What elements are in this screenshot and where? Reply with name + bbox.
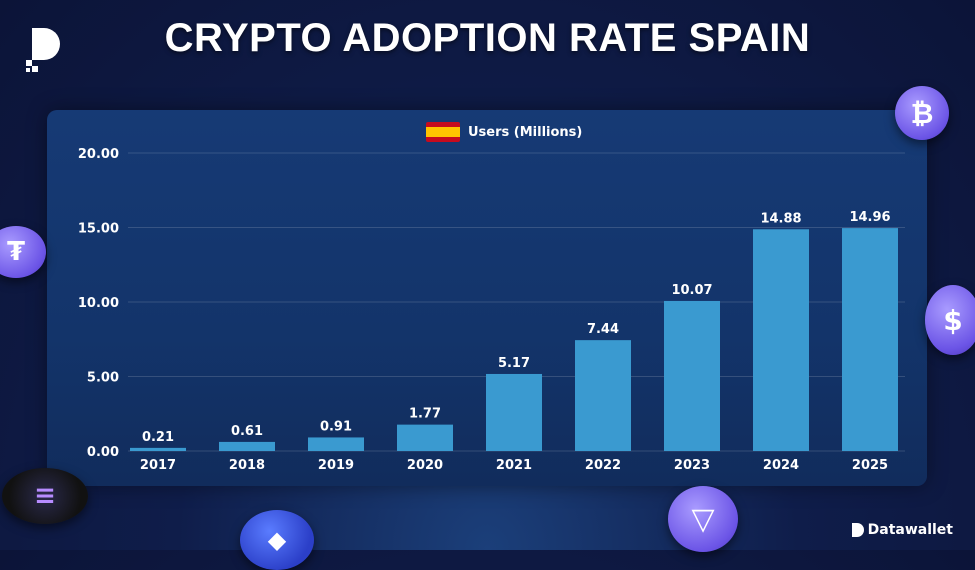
data-label: 0.61 bbox=[231, 424, 263, 439]
bar bbox=[219, 441, 275, 451]
bar-chart: 0.00 5.00 10.00 15.00 20.00 0.21 2017 0.61 2018 0… bbox=[78, 147, 898, 473]
x-tick-label: 2021 bbox=[496, 458, 532, 473]
bar bbox=[486, 373, 542, 451]
bar bbox=[575, 340, 631, 451]
bar bbox=[397, 424, 453, 451]
y-tick-label: 20.00 bbox=[78, 147, 119, 162]
y-tick-label: 10.00 bbox=[78, 296, 119, 311]
ethereum-coin-icon: ◆ bbox=[240, 510, 314, 570]
x-tick-label: 2025 bbox=[852, 458, 888, 473]
page-title: CRYPTO ADOPTION RATE SPAIN bbox=[164, 16, 811, 60]
chart-legend: Users (Millions) bbox=[426, 122, 582, 142]
y-tick-label: 5.00 bbox=[87, 371, 119, 386]
data-label: 5.17 bbox=[498, 356, 530, 371]
datawallet-logo bbox=[26, 28, 60, 72]
datawallet-icon bbox=[851, 523, 864, 537]
usdc-coin-icon: $ bbox=[925, 285, 975, 355]
legend-label: Users (Millions) bbox=[468, 124, 583, 140]
brand-footer: Datawallet bbox=[851, 522, 953, 538]
x-tick-label: 2024 bbox=[763, 458, 799, 473]
data-label: 14.96 bbox=[849, 210, 890, 225]
tether-coin-icon: ₮ bbox=[0, 226, 46, 278]
spain-flag-icon bbox=[426, 122, 460, 142]
tron-coin-icon: ▽ bbox=[668, 486, 738, 552]
solana-coin-icon: ≡ bbox=[2, 468, 88, 524]
x-tick-label: 2018 bbox=[229, 458, 265, 473]
brand-name: Datawallet bbox=[867, 522, 953, 538]
x-tick-label: 2019 bbox=[318, 458, 354, 473]
bar bbox=[664, 300, 720, 451]
y-tick-label: 0.00 bbox=[87, 445, 119, 460]
x-tick-label: 2022 bbox=[585, 458, 621, 473]
data-label: 14.88 bbox=[760, 211, 801, 226]
bitcoin-coin-icon: ₿ bbox=[895, 86, 949, 140]
x-tick-label: 2023 bbox=[674, 458, 710, 473]
bar bbox=[130, 447, 186, 451]
bar bbox=[753, 229, 809, 451]
x-tick-label: 2020 bbox=[407, 458, 443, 473]
data-label: 0.21 bbox=[142, 430, 174, 445]
y-tick-label: 15.00 bbox=[78, 222, 119, 237]
data-label: 1.77 bbox=[409, 407, 441, 422]
data-label: 7.44 bbox=[587, 322, 619, 337]
data-label: 0.91 bbox=[320, 419, 352, 434]
bar bbox=[842, 228, 898, 451]
data-label: 10.07 bbox=[671, 283, 712, 298]
bar bbox=[308, 437, 364, 451]
x-tick-label: 2017 bbox=[140, 458, 176, 473]
